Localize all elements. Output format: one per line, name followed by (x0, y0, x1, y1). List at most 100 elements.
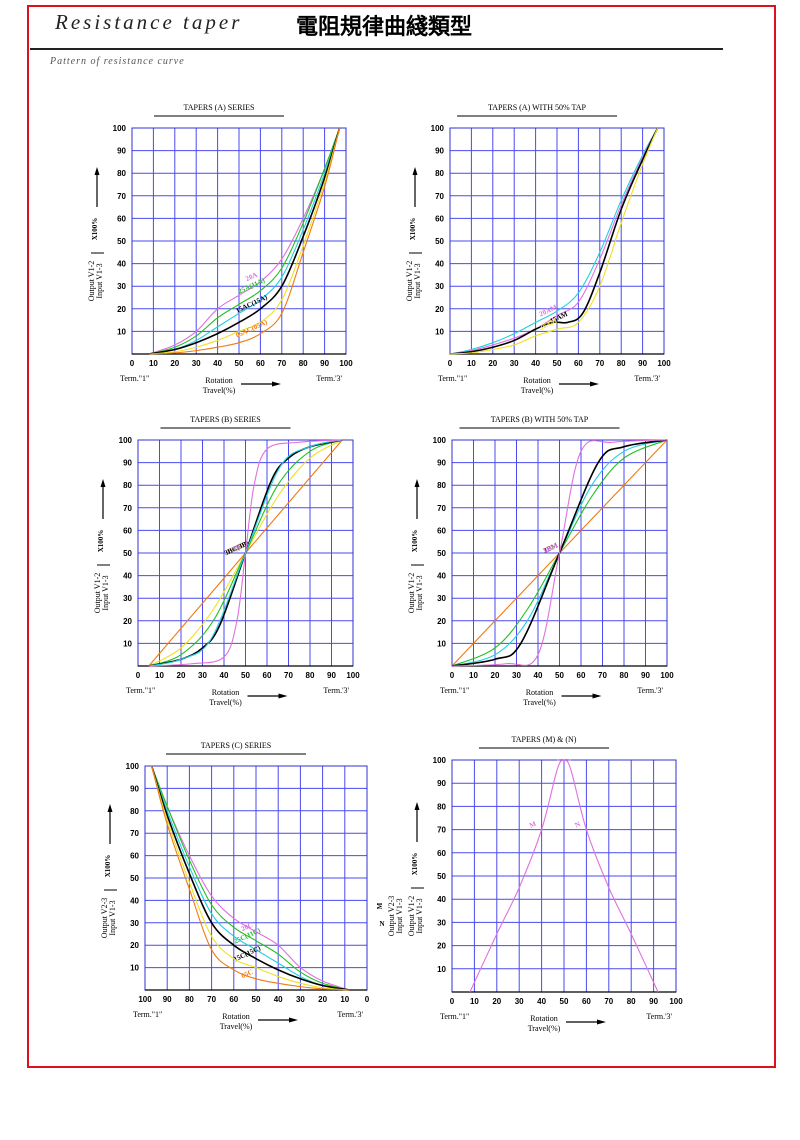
y-label-main: Output V1-2 (87, 261, 96, 302)
x-tick-label: 10 (155, 671, 164, 680)
x-tick-label: 80 (185, 995, 194, 1004)
y-tick-label: 90 (437, 459, 446, 468)
y-tick-label: 20 (437, 942, 446, 951)
x-tick-label: 80 (620, 671, 629, 680)
y-unit-label: X100% (411, 853, 419, 876)
x-tick-label: 80 (299, 359, 308, 368)
y-tick-label: 90 (123, 459, 132, 468)
series-line-6 (149, 127, 341, 355)
x-tick-label: 10 (340, 995, 349, 1004)
chart-3: TAPERS (B) SERIES 0 10 20 30 40 50 60 70 80 90 100 1… (93, 415, 360, 707)
y-tick-label: 10 (437, 639, 446, 648)
x-tick-label: 60 (574, 359, 583, 368)
y-tick-label: 60 (437, 526, 446, 535)
x-tick-label: 20 (491, 671, 500, 680)
y-tick-label: 80 (117, 169, 126, 178)
x-tick-label: 60 (256, 359, 265, 368)
x-tick-label: 10 (469, 671, 478, 680)
term-right-label: Term.'3' (337, 1010, 363, 1019)
x-tick-label: 70 (284, 671, 293, 680)
y-tick-label: 40 (123, 572, 132, 581)
series-line-2 (557, 758, 659, 993)
series-line-3 (449, 127, 659, 355)
chart-2: TAPERS (A) WITH 50% TAP 0 10 20 30 40 50 60 70 80… (405, 103, 671, 395)
y-tick-label: 50 (117, 237, 126, 246)
series-line-1 (449, 127, 659, 355)
y-tick-label: 80 (437, 802, 446, 811)
chart-title: TAPERS (B) SERIES (190, 415, 260, 424)
y-label-main: Output V1-2 (407, 896, 416, 937)
y-tick-label: 30 (130, 919, 139, 928)
y-tick-label: 70 (123, 504, 132, 513)
y-label-sub-2: Input V1-3 (395, 898, 404, 933)
series-label: 5B (231, 543, 242, 554)
x-arrow-head (289, 1017, 298, 1023)
x-tick-label: 100 (657, 359, 671, 368)
y-tick-label: 70 (117, 192, 126, 201)
x-tick-label: 30 (512, 671, 521, 680)
x-tick-label: 20 (170, 359, 179, 368)
y-tick-label: 40 (437, 572, 446, 581)
term-left-label: Term."1" (126, 686, 155, 695)
y-unit-label: X100% (411, 530, 419, 553)
chart-title: TAPERS (A) WITH 50% TAP (488, 103, 587, 112)
chart-6: TAPERS (M) & (N) 0 10 20 30 40 50 60 70 80 90 100 10… (376, 735, 683, 1033)
side-label-m: M (376, 902, 384, 909)
x-tick-label: 90 (327, 671, 336, 680)
x-tick-label: 20 (492, 997, 501, 1006)
x-tick-label: 30 (192, 359, 201, 368)
x-label-line-2: Travel(%) (528, 1024, 561, 1033)
x-arrow-head (272, 381, 281, 387)
series-line-2 (148, 127, 341, 355)
x-tick-label: 40 (537, 997, 546, 1006)
x-tick-label: 20 (488, 359, 497, 368)
page-frame (27, 5, 776, 1068)
chart-title: TAPERS (M) & (N) (512, 735, 577, 744)
y-tick-label: 20 (117, 305, 126, 314)
x-tick-label: 10 (470, 997, 479, 1006)
chart-4: TAPERS (B) WITH 50% TAP 0 10 20 30 40 50 60 70 80… (407, 415, 674, 707)
x-tick-label: 40 (534, 671, 543, 680)
series-label: 1B (231, 543, 242, 554)
y-tick-label: 40 (130, 896, 139, 905)
header-rule (30, 48, 723, 50)
y-tick-label: 10 (123, 639, 132, 648)
y-tick-label: 60 (130, 852, 139, 861)
x-tick-label: 100 (660, 671, 674, 680)
y-tick-label: 30 (117, 282, 126, 291)
series-line-1 (151, 765, 350, 991)
x-tick-label: 100 (339, 359, 353, 368)
y-tick-label: 70 (437, 504, 446, 513)
y-arrow-head (412, 167, 418, 175)
x-tick-label: 100 (346, 671, 360, 680)
series-line-4 (148, 127, 341, 355)
x-tick-label: 70 (604, 997, 613, 1006)
y-tick-label: 80 (130, 807, 139, 816)
chart-title: TAPERS (C) SERIES (201, 741, 271, 750)
y-tick-label: 60 (117, 214, 126, 223)
y-arrow-head (414, 479, 420, 487)
y-tick-label: 10 (130, 964, 139, 973)
y-tick-label: 60 (123, 526, 132, 535)
y-label-main: Output V1-2 (405, 261, 414, 302)
x-tick-label: 10 (467, 359, 476, 368)
y-tick-label: 20 (130, 941, 139, 950)
term-left-label: Term."1" (440, 1012, 469, 1021)
x-tick-label: 0 (450, 997, 455, 1006)
series-line-1 (148, 127, 341, 355)
x-label-line-1: Rotation (212, 688, 240, 697)
y-tick-label: 80 (435, 169, 444, 178)
y-tick-label: 30 (437, 918, 446, 927)
y-label-sub: Input V1-3 (413, 263, 422, 298)
chart-grid (131, 127, 347, 355)
series-line-4 (449, 127, 659, 355)
x-tick-label: 60 (577, 671, 586, 680)
y-unit-label: X100% (97, 530, 105, 553)
y-tick-label: 90 (437, 779, 446, 788)
y-unit-label: X100% (91, 218, 99, 241)
x-label-line-2: Travel(%) (523, 698, 556, 707)
x-tick-label: 30 (296, 995, 305, 1004)
x-tick-label: 30 (510, 359, 519, 368)
